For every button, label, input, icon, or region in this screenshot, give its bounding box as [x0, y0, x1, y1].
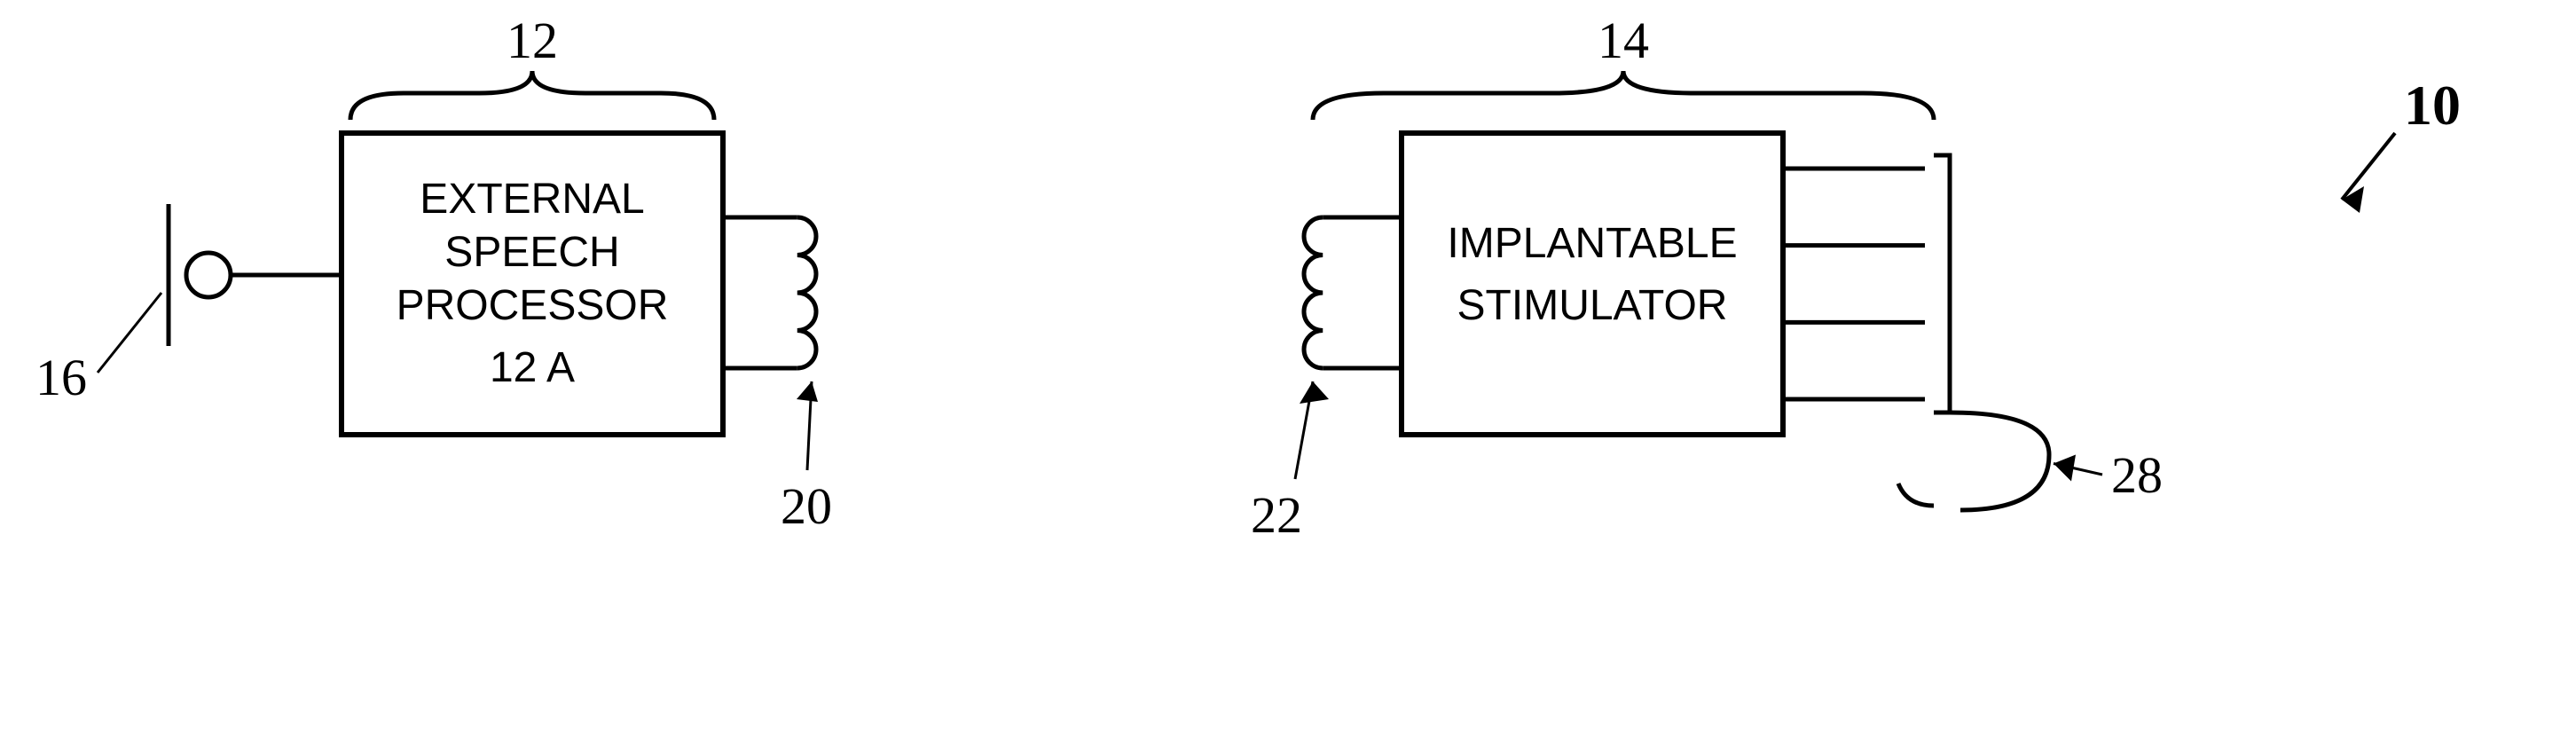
external-coil — [797, 217, 816, 368]
external-label-line2: SPEECH — [444, 229, 619, 276]
implant-label-line1: IMPLANTABLE — [1447, 220, 1737, 267]
external-label-line3: PROCESSOR — [397, 282, 669, 329]
system-ref-arrow — [2342, 186, 2364, 213]
system-ref: 10 — [2404, 74, 2461, 137]
electrode-ref-arrow — [2054, 455, 2076, 482]
external-brace — [350, 71, 714, 120]
implant-brace — [1313, 71, 1934, 120]
electrode-bracket — [1934, 155, 1950, 413]
external-brace-ref: 12 — [507, 12, 558, 69]
implant-coil-ref-arrow — [1300, 381, 1329, 404]
system-ref-leader — [2342, 133, 2395, 200]
external-label-line1: EXTERNAL — [420, 176, 644, 223]
external-label-line4: 12 A — [490, 344, 575, 391]
mic-ref-leader — [98, 293, 161, 373]
external-coil-ref: 20 — [781, 477, 832, 535]
implant-label-line2: STIMULATOR — [1457, 282, 1728, 329]
implant-coil-ref: 22 — [1251, 486, 1302, 544]
mic-ref: 16 — [35, 349, 87, 406]
mic-head — [186, 253, 231, 297]
implant-brace-ref: 14 — [1598, 12, 1649, 69]
implant-coil — [1304, 217, 1323, 368]
external-coil-ref-arrow — [797, 381, 818, 402]
electrode-ref: 28 — [2111, 446, 2163, 504]
electrode-curve — [1950, 413, 2049, 510]
electrode-tip — [1898, 483, 1934, 506]
